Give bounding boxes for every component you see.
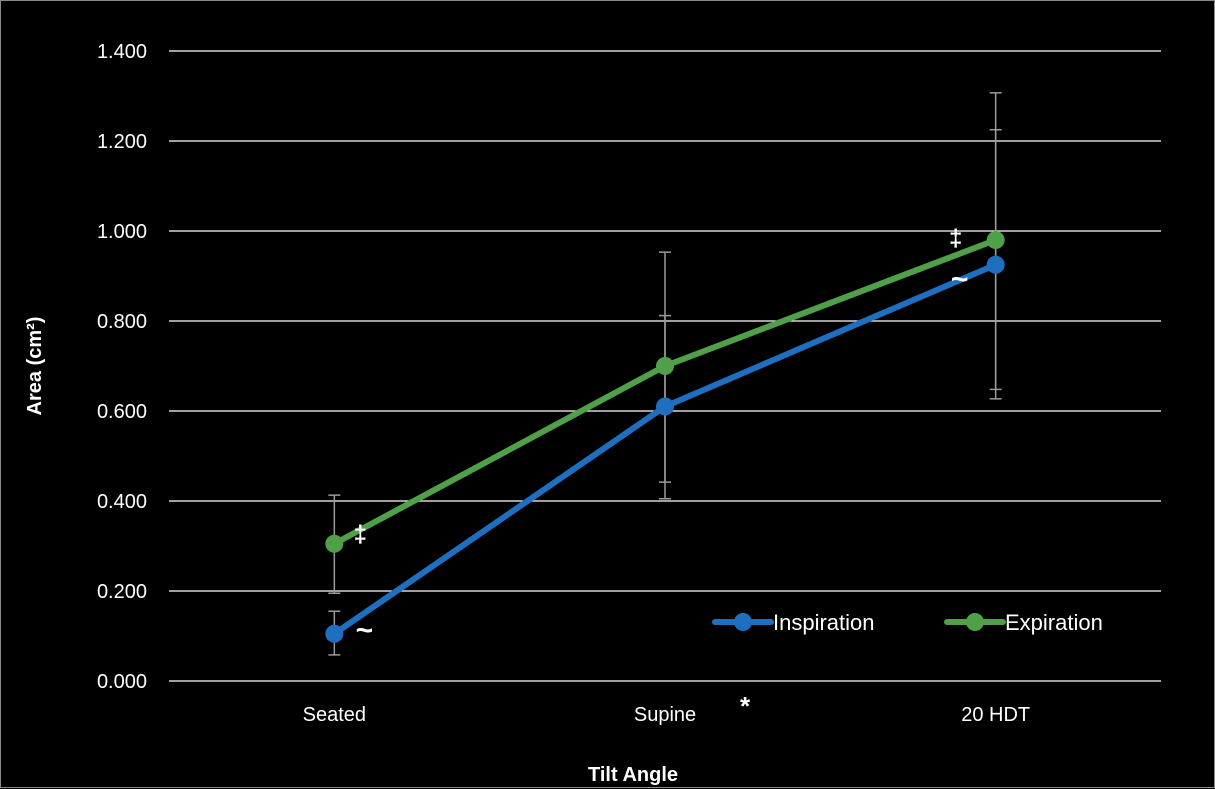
data-point-inspiration [656,397,674,416]
data-point-inspiration [986,255,1005,274]
annotation-mark: ~ [951,263,969,296]
x-tick-label: 20 HDT [961,704,1030,726]
data-point-inspiration [325,624,344,643]
legend: Inspiration Expiration [712,610,1103,635]
y-tick-label: 0.000 [97,671,147,693]
annotation-mark: * [740,691,751,721]
y-tick-label: 0.200 [97,581,147,603]
y-axis-title: Area (cm²) [24,317,46,416]
y-tick-label: 0.800 [97,311,147,333]
legend-label-inspiration: Inspiration [773,610,875,635]
x-tick-label: Seated [303,704,366,726]
y-tick-label: 1.400 [97,41,147,63]
x-tick-label: Supine [634,704,696,726]
y-tick-labels: 0.000 0.200 0.400 0.600 0.800 1.000 1.200 1.400 [97,41,147,693]
annotation-mark: ‡ [949,225,962,252]
data-point-expiration [656,357,674,375]
legend-marker [734,613,752,631]
y-tick-label: 1.000 [97,221,147,243]
legend-label-expiration: Expiration [1005,610,1103,635]
y-tick-label: 0.400 [97,491,147,513]
x-tick-labels: Seated Supine 20 HDT [303,704,1030,726]
annotation-mark: ~ [356,614,374,647]
data-point-expiration [325,534,344,553]
y-tick-label: 0.600 [97,401,147,423]
data-point-expiration [986,231,1005,249]
annotation-mark: ‡ [354,521,367,548]
x-axis-title: Tilt Angle [588,764,678,786]
legend-marker [966,613,984,631]
annotations: ‡ ~ ‡ ~ * [354,225,969,721]
series-lines [325,231,1005,643]
y-tick-label: 1.200 [97,131,147,153]
